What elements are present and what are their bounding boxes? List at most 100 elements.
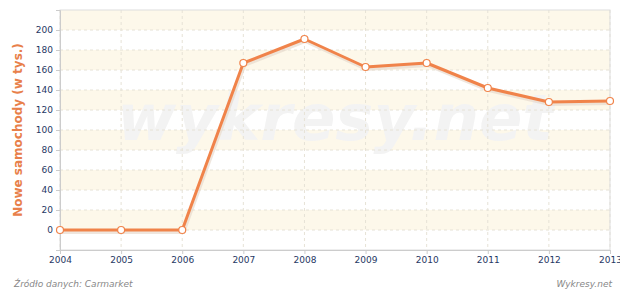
- y-tick-mark: [56, 210, 60, 211]
- x-axis-line: [61, 251, 611, 255]
- band: [60, 170, 610, 190]
- grid: [60, 10, 610, 250]
- x-grid-line: [487, 10, 488, 250]
- y-tick-label: 200: [36, 25, 53, 35]
- x-tick-label: 2006: [171, 255, 194, 265]
- y-tick-label: 60: [42, 165, 54, 175]
- x-tick-mark: [60, 250, 61, 254]
- x-tick: 2007: [232, 250, 255, 265]
- y-grid-line: [60, 210, 610, 211]
- y-tick-mark: [56, 130, 60, 131]
- chart: wykresy.net02040608010012014016018020020…: [0, 0, 620, 292]
- source: Źródło danych: Carmarket: [13, 278, 133, 289]
- x-tick-label: 2011: [477, 255, 500, 265]
- x-tick-mark: [366, 250, 367, 254]
- y-tick-label: 120: [36, 105, 53, 115]
- y-grid-line: [60, 130, 610, 131]
- y-tick: 160: [36, 65, 60, 75]
- y-grid-line: [60, 150, 610, 151]
- marker: [57, 227, 64, 234]
- y-grid-line: [60, 190, 610, 191]
- y-tick-mark: [56, 30, 60, 31]
- x-tick: 2009: [355, 250, 378, 265]
- x-tick-label: 2005: [110, 255, 133, 265]
- y-tick: 60: [42, 165, 60, 175]
- y-grid-line: [60, 30, 610, 31]
- y-tick: 40: [42, 185, 60, 195]
- x-tick: 2006: [171, 250, 194, 265]
- marker: [545, 99, 552, 106]
- y-axis-title: Nowe samochody (w tys.): [11, 43, 25, 217]
- x-grid-line: [548, 10, 549, 250]
- y-tick: 180: [36, 45, 60, 55]
- y-axis: 0 20 40 60 80 100 120 140 160 180 200: [36, 11, 61, 251]
- y-tick: 120: [36, 105, 60, 115]
- marker: [362, 64, 369, 71]
- x-tick: 2004: [49, 250, 72, 265]
- marker: [423, 60, 430, 67]
- x-tick: 2008: [293, 250, 316, 265]
- y-tick: 80: [42, 145, 60, 155]
- x-axis: 2004 2005 2006 2007 2008 2009 2010 2011 2012 2013: [49, 250, 620, 265]
- x-tick: 2013: [599, 250, 620, 265]
- line-shadow: [61, 41, 611, 232]
- x-tick-mark: [304, 250, 305, 254]
- y-grid-line: [60, 110, 610, 111]
- y-tick-label: 0: [47, 225, 53, 235]
- band: [60, 210, 610, 230]
- marker: [240, 60, 247, 67]
- y-tick: 20: [42, 205, 60, 215]
- y-tick-label: 40: [42, 185, 54, 195]
- y-tick: 140: [36, 85, 60, 95]
- y-grid-line: [60, 50, 610, 51]
- x-grid-line: [365, 10, 366, 250]
- y-tick: 100: [36, 125, 60, 135]
- y-tick-label: 20: [42, 205, 54, 215]
- x-grid-line: [426, 10, 427, 250]
- x-grid-line: [304, 10, 305, 250]
- y-tick-mark: [56, 110, 60, 111]
- y-tick-label: 180: [36, 45, 53, 55]
- x-tick-label: 2004: [49, 255, 72, 265]
- y-tick-mark: [56, 150, 60, 151]
- plot: wykresy.net02040608010012014016018020020…: [36, 10, 620, 265]
- y-tick-label: 160: [36, 65, 53, 75]
- series: [57, 36, 614, 234]
- line: [60, 39, 610, 230]
- x-tick-mark: [427, 250, 428, 254]
- y-grid-line: [60, 70, 610, 71]
- y-tick-label: 80: [42, 145, 54, 155]
- x-tick-mark: [182, 250, 183, 254]
- x-tick-mark: [488, 250, 489, 254]
- plot-frame: [60, 10, 610, 250]
- band: [60, 10, 610, 30]
- y-grid-line: [60, 90, 610, 91]
- marker: [607, 98, 614, 105]
- x-grid-line: [243, 10, 244, 250]
- x-tick-label: 2010: [416, 255, 439, 265]
- x-tick-label: 2008: [293, 255, 316, 265]
- y-tick-mark: [56, 90, 60, 91]
- y-tick-mark: [56, 70, 60, 71]
- x-tick: 2005: [110, 250, 133, 265]
- x-tick: 2012: [538, 250, 561, 265]
- x-tick: 2011: [477, 250, 500, 265]
- y-axis-line: [56, 11, 61, 251]
- x-tick-mark: [610, 250, 611, 254]
- marker: [484, 85, 491, 92]
- x-grid-line: [121, 10, 122, 250]
- plot-background: [60, 10, 610, 250]
- x-tick-label: 2007: [232, 255, 255, 265]
- x-tick-mark: [121, 250, 122, 254]
- x-tick-mark: [243, 250, 244, 254]
- marker: [118, 227, 125, 234]
- y-tick: 200: [36, 25, 60, 35]
- x-grid-line: [182, 10, 183, 250]
- x-tick-label: 2013: [599, 255, 620, 265]
- y-grid-line: [60, 170, 610, 171]
- y-tick-mark: [56, 50, 60, 51]
- x-tick-mark: [549, 250, 550, 254]
- y-tick-mark: [56, 190, 60, 191]
- y-tick-label: 140: [36, 85, 53, 95]
- marker: [179, 227, 186, 234]
